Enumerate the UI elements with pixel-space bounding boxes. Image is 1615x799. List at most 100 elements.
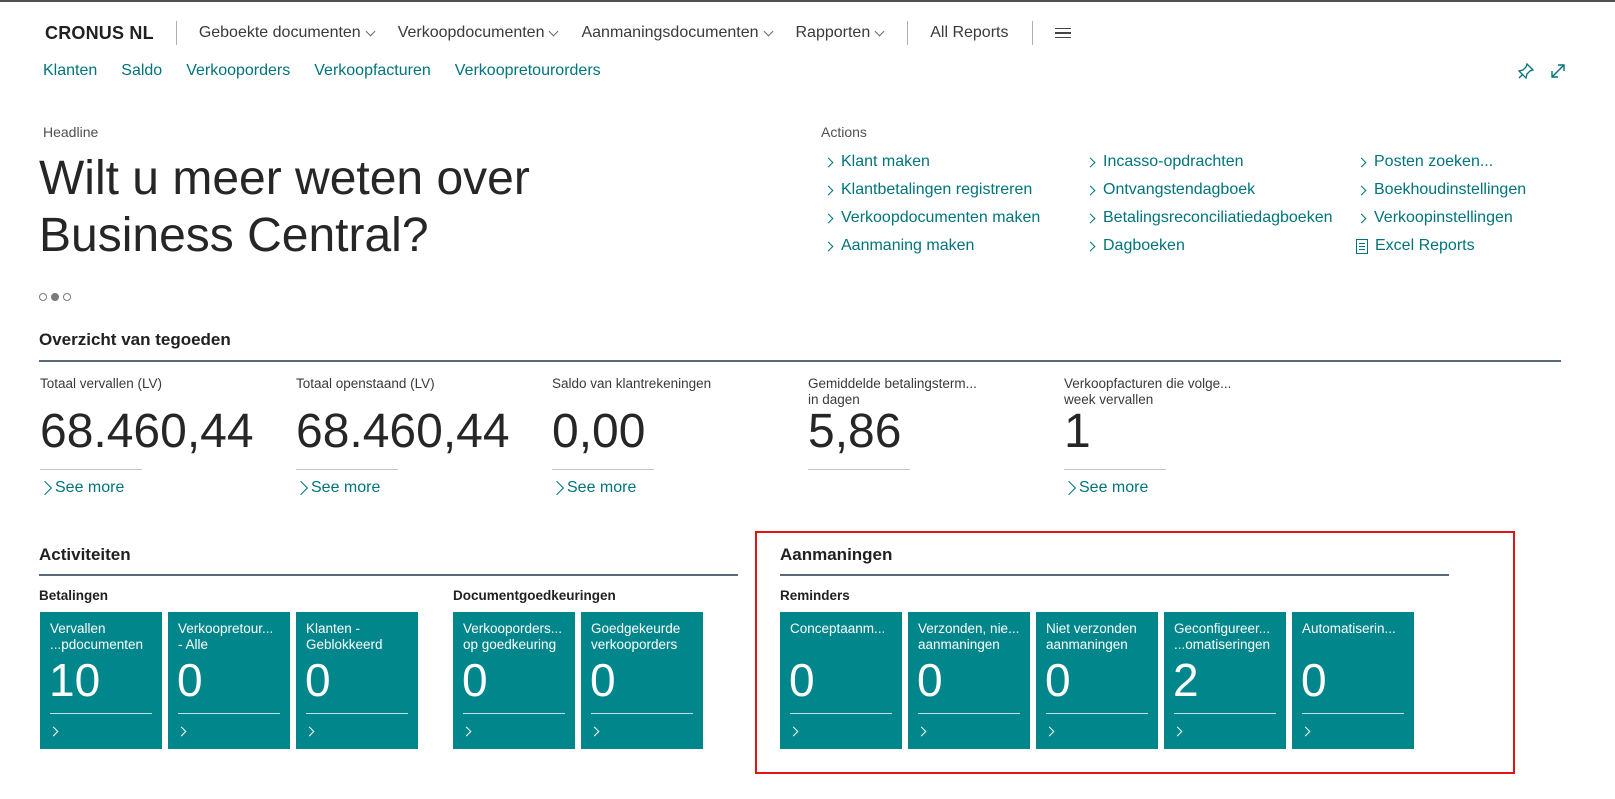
action-label: Posten zoeken... <box>1374 153 1494 170</box>
tile-verzonden-aanmaningen[interactable]: Verzonden, nie... aanmaningen 0 <box>908 612 1030 749</box>
chevron-down-icon <box>365 26 376 36</box>
cue-label: Saldo van klantrekeningen <box>552 376 782 408</box>
cue-totaal-openstaand: Totaal openstaand (LV) 68.460,44 See mor… <box>293 376 526 497</box>
cue-underline <box>1064 469 1166 470</box>
menu-label: Aanmaningsdocumenten <box>581 24 759 41</box>
chevron-right-icon <box>823 185 834 195</box>
tile-verkooporders-op-goedkeuring[interactable]: Verkooporders... op goedkeuring 0 <box>453 612 575 749</box>
see-more-link[interactable]: See more <box>1061 479 1294 497</box>
cue-label: Gemiddelde betalingsterm... in dagen <box>808 376 1038 408</box>
see-more-link[interactable]: See more <box>549 479 782 497</box>
tile-label: Klanten - Geblokkeerd <box>306 621 412 653</box>
action-posten-zoeken[interactable]: Posten zoeken... <box>1354 148 1526 176</box>
subnav-saldo[interactable]: Saldo <box>121 62 163 79</box>
chevron-right-icon <box>176 726 187 737</box>
action-label: Dagboeken <box>1103 237 1185 254</box>
action-dagboeken[interactable]: Dagboeken <box>1083 232 1333 260</box>
cue-label-line: in dagen <box>808 392 860 407</box>
menu-aanmaningsdocumenten[interactable]: Aanmaningsdocumenten <box>581 24 773 42</box>
chevron-right-icon <box>1356 185 1367 195</box>
cue-value[interactable]: 1 <box>1064 405 1091 458</box>
cue-label-line: Gemiddelde betalingsterm... <box>808 376 977 391</box>
reminders-title: Reminders <box>780 588 850 603</box>
tile-conceptaanmaningen[interactable]: Conceptaanm... 0 <box>780 612 902 749</box>
action-incasso-opdrachten[interactable]: Incasso-opdrachten <box>1083 148 1333 176</box>
cue-value[interactable]: 5,86 <box>808 405 902 458</box>
cue-underline <box>552 469 654 470</box>
betalingen-title: Betalingen <box>39 588 109 603</box>
action-klantbetalingen-registreren[interactable]: Klantbetalingen registreren <box>821 176 1040 204</box>
action-excel-reports[interactable]: Excel Reports <box>1354 232 1526 260</box>
menu-geboekte-documenten[interactable]: Geboekte documenten <box>199 24 376 42</box>
action-ontvangstendagboek[interactable]: Ontvangstendagboek <box>1083 176 1333 204</box>
action-boekhoudinstellingen[interactable]: Boekhoudinstellingen <box>1354 176 1526 204</box>
tile-label: Geconfigureer... ...omatiseringen <box>1174 621 1280 653</box>
action-betalingsreconciliatiedagboeken[interactable]: Betalingsreconciliatiedagboeken <box>1083 204 1333 232</box>
tile-klanten-geblokkeerd[interactable]: Klanten - Geblokkeerd 0 <box>296 612 418 749</box>
expand-icon[interactable] <box>1549 62 1567 80</box>
tile-geconfigureerde-automatiseringen[interactable]: Geconfigureer... ...omatiseringen 2 <box>1164 612 1286 749</box>
see-more-label: See more <box>55 479 125 496</box>
subnav-verkoopretourorders[interactable]: Verkoopretourorders <box>454 62 601 79</box>
action-klant-maken[interactable]: Klant maken <box>821 148 1040 176</box>
cue-underline <box>296 469 398 470</box>
subnav-verkooporders[interactable]: Verkooporders <box>186 62 291 79</box>
action-label: Incasso-opdrachten <box>1103 153 1244 170</box>
carousel-dot[interactable] <box>63 293 71 301</box>
cue-value[interactable]: 0,00 <box>552 405 646 458</box>
subnav-verkoopfacturen[interactable]: Verkoopfacturen <box>314 62 431 79</box>
menu-rapporten[interactable]: Rapporten <box>796 24 885 42</box>
action-aanmaning-maken[interactable]: Aanmaning maken <box>821 232 1040 260</box>
tile-label-line: - Alle <box>178 637 209 652</box>
cue-saldo-klantrekeningen: Saldo van klantrekeningen 0,00 See more <box>549 376 782 497</box>
carousel-dot[interactable] <box>39 293 47 301</box>
tile-label: Verkooporders... op goedkeuring <box>463 621 569 653</box>
tile-label-line: Goedgekeurde <box>591 621 681 636</box>
action-verkoopdocumenten-maken[interactable]: Verkoopdocumenten maken <box>821 204 1040 232</box>
tile-label-line: Conceptaanm... <box>790 621 886 636</box>
tile-label-line: op goedkeuring <box>463 637 557 652</box>
tile-label-line: Verkoopretour... <box>178 621 274 636</box>
menu-label: Verkoopdocumenten <box>397 24 545 41</box>
tile-label: Verzonden, nie... aanmaningen <box>918 621 1024 653</box>
tile-label-line: ...omatiseringen <box>1174 637 1271 652</box>
tile-niet-verzonden-aanmaningen[interactable]: Niet verzonden aanmaningen 0 <box>1036 612 1158 749</box>
action-label: Excel Reports <box>1375 237 1475 254</box>
hamburger-menu-icon[interactable] <box>1055 28 1072 38</box>
tile-goedgekeurde-verkooporders[interactable]: Goedgekeurde verkooporders 0 <box>581 612 703 749</box>
menu-verkoopdocumenten[interactable]: Verkoopdocumenten <box>397 24 559 42</box>
activiteiten-title: Activiteiten <box>39 545 131 564</box>
action-label: Betalingsreconciliatiedagboeken <box>1103 209 1333 226</box>
action-verkoopinstellingen[interactable]: Verkoopinstellingen <box>1354 204 1526 232</box>
chevron-right-icon <box>589 726 600 737</box>
cue-value[interactable]: 68.460,44 <box>40 405 254 458</box>
tile-divider <box>306 713 408 714</box>
tile-vervallen-documenten[interactable]: Vervallen ...pdocumenten 10 <box>40 612 162 749</box>
headline-line: Wilt u meer weten over <box>39 152 530 205</box>
tile-verkoopretour-alle[interactable]: Verkoopretour... - Alle 0 <box>168 612 290 749</box>
action-label: Aanmaning maken <box>841 237 975 254</box>
pin-icon[interactable] <box>1517 62 1535 80</box>
see-more-link[interactable]: See more <box>37 479 270 497</box>
carousel-dot-active[interactable] <box>51 293 59 301</box>
actions-caption: Actions <box>821 124 867 140</box>
cue-value[interactable]: 68.460,44 <box>296 405 510 458</box>
tile-label-line: aanmaningen <box>918 637 1000 652</box>
tile-label-line: Geconfigureer... <box>1174 621 1271 636</box>
action-label: Verkoopdocumenten maken <box>841 209 1041 226</box>
tile-automatiseringen[interactable]: Automatiserin... 0 <box>1292 612 1414 749</box>
action-label: Klant maken <box>841 153 930 170</box>
headline-caption: Headline <box>43 124 99 140</box>
company-name[interactable]: CRONUS NL <box>45 22 154 43</box>
actions-column-2: Incasso-opdrachten Ontvangstendagboek Be… <box>1083 148 1333 260</box>
tile-label-line: Automatiserin... <box>1302 621 1396 636</box>
chevron-right-icon <box>1356 213 1367 223</box>
subnav-klanten[interactable]: Klanten <box>43 62 98 79</box>
tile-divider <box>463 713 565 714</box>
chevron-right-icon <box>461 726 472 737</box>
cue-label: Totaal openstaand (LV) <box>296 376 526 408</box>
tile-value: 0 <box>590 654 616 706</box>
report-icon <box>1356 238 1368 254</box>
menu-all-reports[interactable]: All Reports <box>930 24 1009 41</box>
see-more-link[interactable]: See more <box>293 479 526 497</box>
